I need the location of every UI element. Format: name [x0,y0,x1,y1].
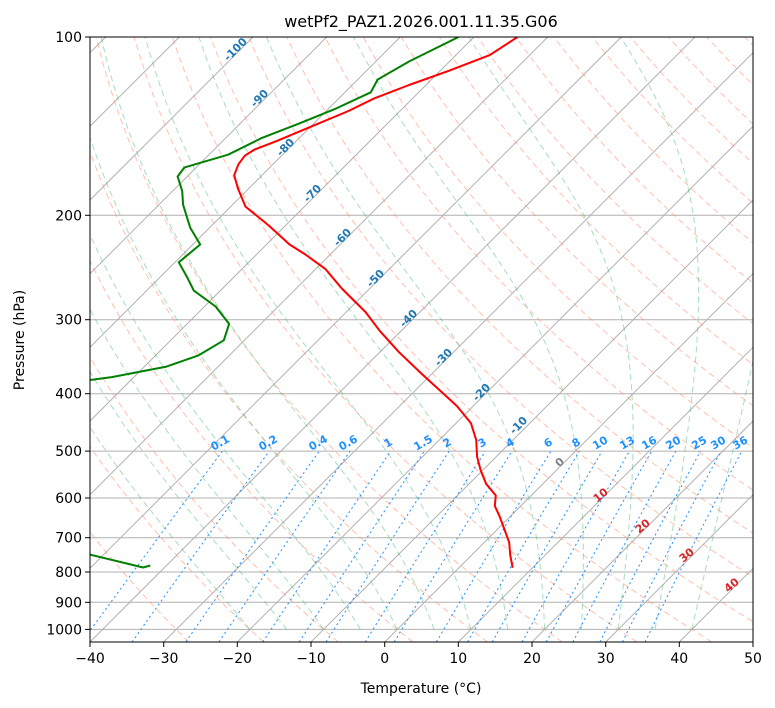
y-tick-label: 600 [55,491,82,507]
y-tick-label: 900 [55,595,82,611]
y-tick-label: 700 [55,531,82,547]
temperature-curve [233,37,519,568]
y-tick-label: 100 [55,30,82,46]
x-tick-label: 0 [380,651,389,667]
y-tick-label: 300 [55,313,82,329]
moist-adiabat-line [90,308,324,630]
y-tick-label: 200 [55,208,82,224]
y-tick-label: 800 [55,565,82,581]
isotherm-line [90,37,549,496]
background-lines [90,37,753,642]
moist-adiabat-line [90,370,288,630]
mixing-ratio-line [599,450,701,642]
moist-adiabat-line [144,37,472,630]
moist-adiabat-line [90,426,251,630]
dry-adiabat-line [210,37,753,623]
y-tick-label: 1000 [46,622,82,638]
moist-adiabat-line [198,37,509,630]
x-tick-label: −10 [296,651,326,667]
isotherm-line [384,272,753,642]
moist-adiabat-line [353,37,584,630]
mixing-ratio-line [298,450,425,642]
x-tick-label: 50 [744,651,762,667]
moist-adiabat-line [266,37,546,630]
x-tick-label: 10 [449,651,467,667]
isotherm-line [90,37,401,349]
moist-adiabat-line [691,358,753,630]
dry-adiabat-line [90,445,264,642]
isotherm-line [531,420,753,642]
x-axis-label: Temperature (°C) [360,681,482,697]
axes: −40 −30 −20 −10 0 10 20 30 40 50 1000 900 800 700 600 5… [46,30,762,667]
dry-adiabat-line [286,37,753,534]
profile-curves [90,37,519,569]
isotherm-line [90,37,622,570]
dry-adiabat-line [515,37,753,284]
dry-adiabat-line [324,37,753,491]
mixing-ratio-line [521,450,630,642]
plot-frame [89,36,754,643]
mixing-ratio-line [131,450,270,642]
y-tick-label: 400 [55,387,82,403]
isotherm-line [457,346,753,642]
isotherm-line [236,125,753,642]
dry-adiabat-line [248,37,753,578]
x-tick-label: 40 [670,651,688,667]
x-tick-label: −20 [223,651,253,667]
isotherm-line [90,37,328,275]
mixing-ratio-line [644,450,743,642]
mixing-ratio-line [393,450,513,642]
isotherm-line [90,37,475,422]
mixing-ratio-line [572,450,677,642]
chart-title: wetPf2_PAZ1.2026.001.11.35.G06 [284,12,558,32]
x-tick-label: −30 [149,651,179,667]
dry-adiabat-line [90,259,414,642]
y-axis-label: Pressure (hPa) [12,290,28,390]
dry-adiabat-line [95,37,563,642]
mixing-ratio-line [364,450,486,642]
isotherm-line [605,493,753,642]
x-tick-label: −40 [75,651,105,667]
dewpoint-curve [90,37,459,569]
mixing-ratio-line [545,450,653,642]
moist-adiabat-line [90,233,361,630]
moist-adiabat-line [620,37,700,630]
mixing-ratio-line [185,450,320,642]
x-tick-label: 30 [597,651,615,667]
moist-adiabat-line [90,135,398,630]
moist-adiabat-line [100,37,435,630]
isotherm-line [90,37,254,201]
mixing-ratio-line [90,450,223,632]
x-tick-label: 20 [523,651,541,667]
mixing-ratio-line [491,450,603,642]
dry-adiabat-line [171,37,712,642]
mixing-ratio-line [325,450,450,642]
isotherm-line [163,51,753,642]
mixing-ratio-line [435,450,552,642]
moist-adiabat-line [468,37,634,630]
mixing-ratio-line [621,450,722,642]
y-tick-label: 500 [55,444,82,460]
isotherm-line [90,37,696,642]
dry-adiabat-line [133,37,638,642]
